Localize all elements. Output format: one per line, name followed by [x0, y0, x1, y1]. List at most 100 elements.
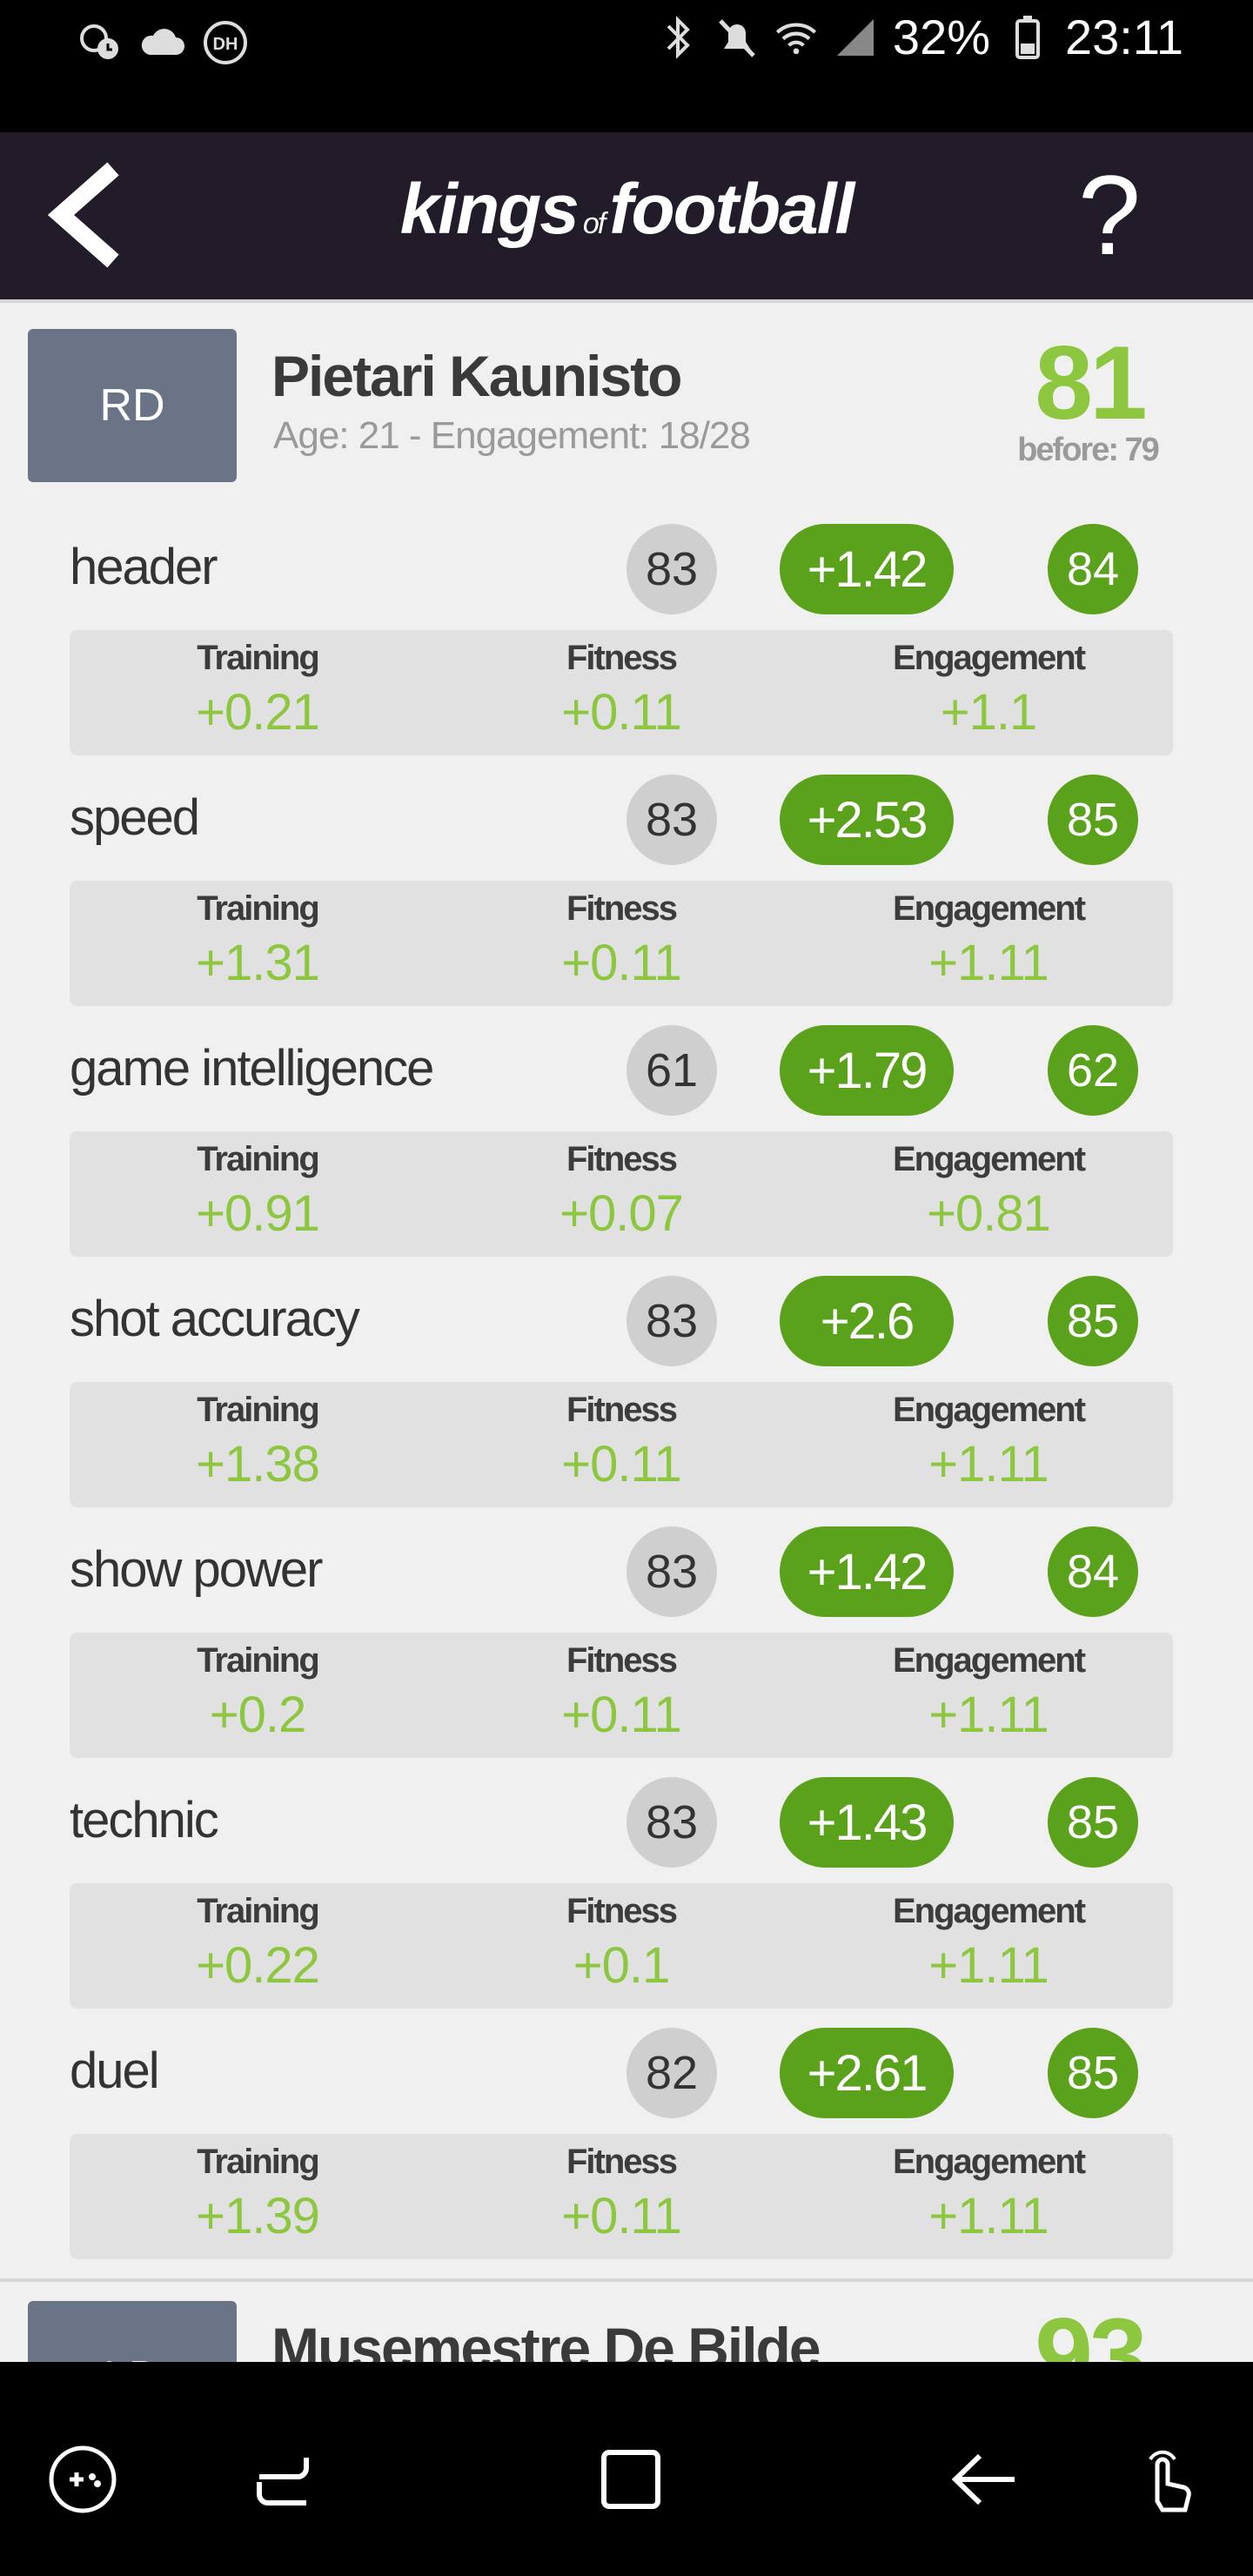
fitness-label: Fitness: [566, 889, 678, 928]
player-name: Pietari Kaunisto: [271, 344, 682, 408]
attribute-name: show power: [70, 1541, 323, 1598]
engagement-label: Engagement: [892, 1892, 1086, 1930]
engagement-column: Engagement +1.11: [858, 1641, 1119, 1744]
engagement-label: Engagement: [892, 1140, 1086, 1178]
attribute-row: speed 83 +2.53 85 Training +1.31 Fitness +…: [0, 764, 1253, 1015]
status-bar: DH 32% 23:11: [0, 0, 1253, 132]
training-column: Training +0.22: [127, 1892, 388, 1995]
new-value: 85: [1048, 1777, 1138, 1868]
previous-rating: before: 79: [1017, 432, 1160, 468]
player-list: RD Pietari Kaunisto Age: 21 - Engagement…: [0, 299, 1253, 2362]
position-badge: RD: [28, 329, 237, 482]
delta-value: +1.42: [780, 1526, 954, 1617]
attribute-breakdown: Training +1.39 Fitness +0.11 Engagement +1.…: [70, 2134, 1173, 2259]
fitness-column: Fitness +0.11: [491, 889, 752, 992]
fitness-column: Fitness +0.07: [491, 1140, 752, 1243]
logo-of: of: [582, 207, 606, 240]
new-value: 84: [1048, 524, 1138, 614]
engagement-column: Engagement +0.81: [858, 1140, 1119, 1243]
fitness-column: Fitness +0.11: [491, 639, 752, 741]
training-column: Training +0.91: [127, 1140, 388, 1243]
attribute-row: header 83 +1.42 84 Training +0.21 Fitness…: [0, 513, 1253, 764]
delta-value: +2.6: [780, 1276, 954, 1366]
back-button[interactable]: [44, 158, 139, 272]
training-value: +1.38: [196, 1436, 320, 1493]
help-button[interactable]: ?: [1077, 151, 1142, 278]
training-value: +0.22: [196, 1937, 320, 1994]
fitness-value: +0.11: [561, 935, 681, 991]
fitness-value: +0.1: [573, 1937, 671, 1994]
recent-apps-icon[interactable]: [244, 2440, 322, 2519]
engagement-column: Engagement +1.11: [858, 1391, 1119, 1493]
training-value: +1.31: [196, 935, 320, 991]
training-column: Training +1.39: [127, 2143, 388, 2245]
new-value: 84: [1048, 1526, 1138, 1617]
engagement-column: Engagement +1.11: [858, 1892, 1119, 1995]
fitness-value: +0.11: [561, 684, 681, 741]
app-notification-icon: [77, 19, 124, 66]
current-value: 83: [626, 524, 717, 614]
delta-value: +1.42: [780, 524, 954, 614]
engagement-value: +1.11: [928, 1687, 1049, 1743]
game-launcher-icon[interactable]: [44, 2440, 122, 2519]
wifi-icon: [774, 11, 818, 64]
training-label: Training: [197, 639, 320, 677]
logo-kings: kings: [399, 170, 580, 249]
fitness-column: Fitness +0.11: [491, 2143, 752, 2245]
training-value: +1.39: [196, 2188, 320, 2244]
new-value: 62: [1048, 1025, 1138, 1116]
attribute-breakdown: Training +1.31 Fitness +0.11 Engagement +1.…: [70, 881, 1173, 1006]
current-value: 83: [626, 1276, 717, 1366]
training-label: Training: [197, 1391, 320, 1429]
player-card[interactable]: RD Pietari Kaunisto Age: 21 - Engagement…: [0, 299, 1253, 2275]
player-rating: 93: [1035, 2297, 1147, 2362]
clock: 23:11: [1065, 10, 1183, 64]
position-badge: LD: [28, 2301, 237, 2362]
home-icon[interactable]: [592, 2440, 670, 2519]
player-info: Age: 21 - Engagement: 18/28: [273, 414, 751, 457]
current-value: 83: [626, 775, 717, 865]
new-value: 85: [1048, 1276, 1138, 1366]
chevron-left-icon: [47, 162, 119, 268]
player-rating: 81: [1035, 325, 1147, 441]
fitness-label: Fitness: [566, 639, 678, 677]
fitness-column: Fitness +0.1: [491, 1892, 752, 1995]
divider: [0, 299, 1253, 303]
fitness-label: Fitness: [566, 2143, 678, 2181]
attribute-name: shot accuracy: [70, 1291, 360, 1347]
training-label: Training: [197, 1641, 320, 1680]
engagement-value: +1.11: [928, 2188, 1049, 2244]
app-logo: kings offootball: [0, 169, 1253, 251]
system-nav-bar: [0, 2362, 1253, 2576]
training-label: Training: [197, 1140, 320, 1178]
gesture-icon[interactable]: [1131, 2440, 1209, 2519]
signal-icon: [834, 11, 877, 64]
player-card[interactable]: LD Musemestre De Bilde 93: [0, 2271, 1253, 2362]
fitness-value: +0.11: [561, 1436, 681, 1493]
back-icon[interactable]: [945, 2440, 1023, 2519]
new-value: 85: [1048, 775, 1138, 865]
fitness-column: Fitness +0.11: [491, 1641, 752, 1744]
engagement-column: Engagement +1.11: [858, 889, 1119, 992]
attribute-breakdown: Training +0.91 Fitness +0.07 Engagement +0.…: [70, 1131, 1173, 1257]
training-label: Training: [197, 1892, 320, 1930]
attribute-name: speed: [70, 789, 200, 846]
fitness-label: Fitness: [566, 1391, 678, 1429]
fitness-value: +0.07: [559, 1185, 684, 1242]
training-label: Training: [197, 889, 320, 928]
fitness-column: Fitness +0.11: [491, 1391, 752, 1493]
engagement-value: +1.11: [928, 1937, 1049, 1994]
app-header: kings offootball ?: [0, 132, 1253, 299]
current-value: 83: [626, 1526, 717, 1617]
delta-value: +2.61: [780, 2028, 954, 2118]
current-value: 61: [626, 1025, 717, 1116]
attribute-name: technic: [70, 1792, 219, 1848]
attribute-row: technic 83 +1.43 85 Training +0.22 Fitnes…: [0, 1767, 1253, 2017]
engagement-label: Engagement: [892, 1641, 1086, 1680]
training-value: +0.2: [209, 1687, 307, 1743]
training-column: Training +0.21: [127, 639, 388, 741]
attribute-name: header: [70, 539, 218, 595]
engagement-label: Engagement: [892, 1391, 1086, 1429]
battery-icon: [1006, 11, 1049, 64]
attribute-breakdown: Training +1.38 Fitness +0.11 Engagement +1.…: [70, 1382, 1173, 1507]
